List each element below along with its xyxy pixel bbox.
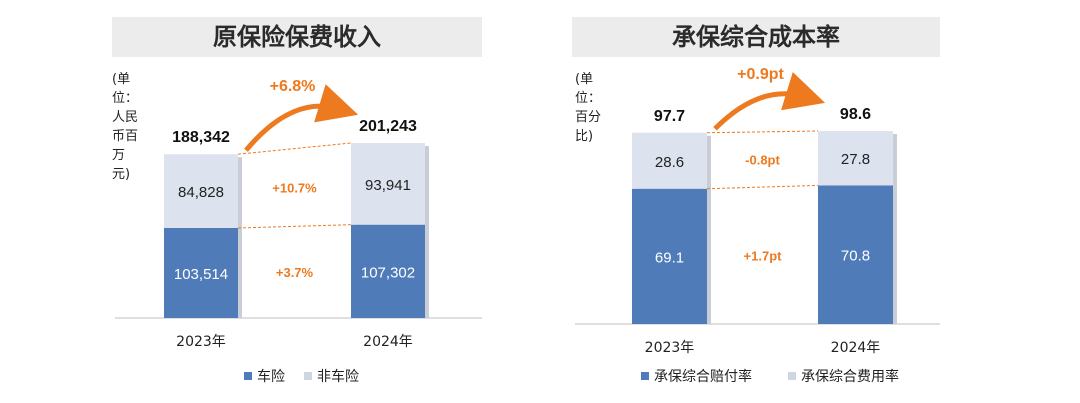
legend-label: 承保综合费用率 — [801, 368, 899, 385]
data-label: 70.8 — [841, 248, 870, 265]
data-label: 107,302 — [361, 264, 415, 281]
dashed-connector-mid — [237, 224, 352, 229]
legend-swatch — [304, 372, 312, 380]
dashed-connector-mid — [706, 184, 819, 190]
dashed-connector-top — [706, 130, 819, 134]
legend-swatch — [641, 372, 649, 380]
bar-segment-non-auto — [351, 143, 425, 225]
total-label: 201,243 — [359, 118, 417, 135]
data-label: 69.1 — [655, 249, 684, 266]
category-label: 2023年 — [176, 334, 226, 350]
total-growth-label: +6.8% — [270, 78, 316, 95]
bar-segment-expense-ratio — [632, 132, 707, 189]
legend-swatch — [788, 372, 796, 380]
dashed-connector-top — [237, 142, 352, 155]
bar-segment-expense-ratio — [818, 131, 893, 186]
category-label: 2023年 — [645, 340, 695, 356]
category-label: 2024年 — [831, 340, 881, 356]
segment-growth-label: -0.8pt — [745, 152, 780, 167]
segment-growth-label: +10.7% — [272, 180, 317, 195]
category-label: 2024年 — [363, 334, 413, 350]
segment-growth-label: +1.7pt — [744, 249, 783, 264]
bar-segment-auto — [164, 227, 238, 318]
growth-arrow — [713, 72, 826, 131]
growth-arrow — [244, 84, 359, 152]
legend-label: 非车险 — [317, 368, 359, 385]
data-label: 103,514 — [174, 266, 228, 283]
total-growth-label: +0.9pt — [737, 66, 784, 83]
legend-label: 承保综合赔付率 — [654, 368, 752, 385]
bar-segment-auto — [351, 224, 425, 318]
data-label: 27.8 — [841, 151, 870, 168]
data-label: 84,828 — [178, 184, 224, 201]
bar-segment-loss-ratio — [818, 185, 893, 324]
chart-title: 原保险保费收入 — [112, 17, 482, 57]
chart-title: 承保综合成本率 — [572, 17, 940, 57]
data-label: 93,941 — [365, 177, 411, 194]
data-label: 28.6 — [655, 154, 684, 171]
unit-label: (单位：百分比) — [575, 72, 602, 144]
segment-growth-label: +3.7% — [276, 265, 314, 280]
legend-swatch — [244, 372, 252, 380]
bar-segment-loss-ratio — [632, 188, 707, 324]
bar-segment-non-auto — [164, 154, 238, 228]
total-label: 98.6 — [840, 106, 871, 123]
total-label: 188,342 — [172, 129, 230, 146]
legend-label: 车险 — [257, 368, 285, 385]
unit-label: (单位：人民币百万元) — [112, 72, 139, 182]
total-label: 97.7 — [654, 108, 685, 125]
